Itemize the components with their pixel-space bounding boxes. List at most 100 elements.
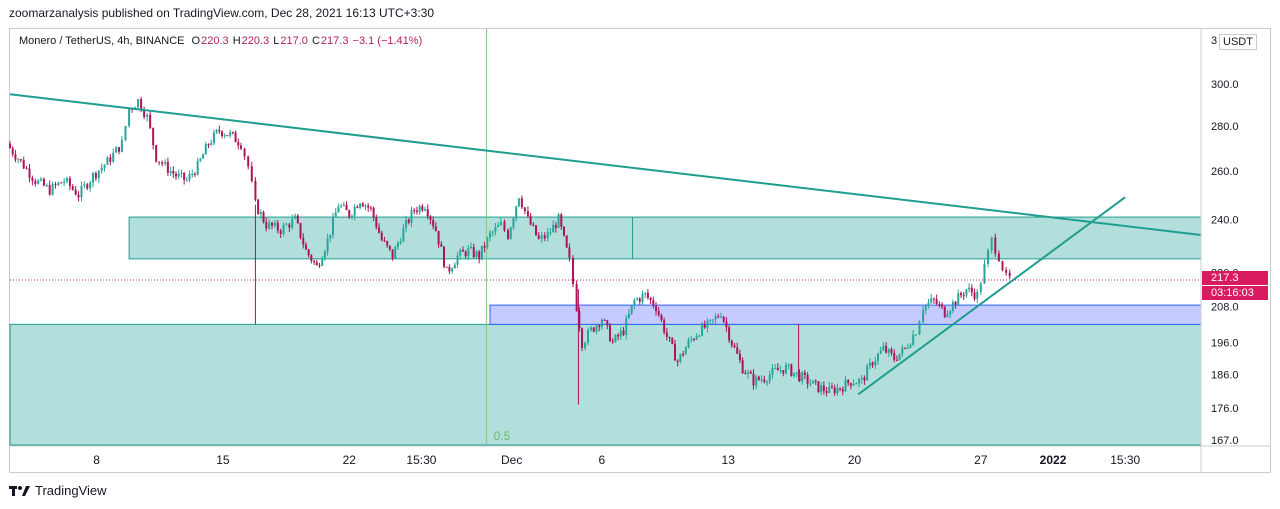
candle-body [448, 267, 451, 272]
candle-body [860, 377, 863, 380]
brand-label: TradingView [35, 483, 107, 498]
candle-body [941, 304, 944, 307]
candle-body [22, 159, 25, 169]
candle-body [80, 185, 83, 198]
candle-body [752, 373, 755, 386]
candle-body [552, 225, 555, 233]
low-value: 217.0 [280, 35, 308, 47]
candle-body [885, 345, 888, 353]
candle-body [587, 330, 590, 343]
candle-body [714, 316, 717, 320]
candle-body [71, 186, 74, 190]
candle-body [470, 247, 473, 249]
candle-body [415, 210, 418, 212]
candle-body [193, 173, 196, 175]
candle-body [348, 210, 351, 218]
publish-caption: zoomarzanalysis published on TradingView… [9, 6, 435, 20]
candle-body [575, 283, 578, 312]
candle-body [565, 235, 568, 248]
candle-body [294, 215, 297, 219]
candle-body [890, 349, 893, 354]
candle-body [852, 383, 855, 386]
candle-body [51, 183, 54, 195]
candle-body [429, 216, 432, 220]
candle-body [906, 347, 909, 349]
candle-body [812, 380, 815, 384]
candle-body [210, 143, 213, 145]
candle-body [562, 226, 565, 236]
candle-body [887, 349, 890, 353]
candle-body [619, 330, 622, 337]
y-tick-label: 167.0 [1211, 435, 1239, 447]
candle-body [557, 214, 560, 228]
candle-body [847, 379, 850, 384]
chart-frame [9, 28, 1271, 473]
candle-body [646, 292, 649, 298]
symbol-legend: Monero / TetherUS, 4h, BINANCE O220.3 H2… [19, 35, 423, 47]
candle-body [817, 381, 820, 393]
candle-body [231, 132, 234, 134]
candle-body [858, 379, 861, 384]
candle-body [25, 168, 28, 170]
candle-body [1001, 261, 1004, 271]
symbol-name: Monero / TetherUS, 4h, BINANCE [19, 35, 185, 47]
candle-body [166, 161, 169, 173]
candle-body [825, 391, 828, 393]
candle-body [426, 209, 429, 217]
candle-body [48, 185, 51, 195]
candle-body [218, 129, 221, 132]
candle-body [307, 249, 310, 256]
candle-body [120, 139, 123, 152]
candle-body [690, 339, 693, 341]
candle-body [836, 388, 839, 394]
candle-body [259, 212, 262, 215]
candle-body [380, 232, 383, 241]
candle-body [784, 365, 787, 374]
candle-body [997, 253, 1000, 262]
candle-body [321, 258, 324, 266]
candle-layer [9, 96, 1011, 405]
candle-body [779, 370, 782, 372]
candle-body [9, 143, 11, 149]
candle-body [254, 180, 257, 200]
candle-body [741, 360, 744, 374]
candle-body [117, 147, 120, 152]
tradingview-brand[interactable]: TradingView [9, 483, 107, 498]
candle-body [679, 354, 682, 362]
y-tick-label: 260.0 [1211, 166, 1239, 178]
candle-body [717, 316, 720, 318]
candle-body [581, 328, 584, 349]
candle-body [932, 298, 935, 300]
candle-body [719, 316, 722, 318]
candle-body [437, 230, 440, 245]
candle-body [226, 135, 229, 137]
descending-trendline [9, 93, 1202, 236]
candle-body [976, 291, 979, 299]
candle-body [833, 387, 836, 394]
candle-body [268, 222, 271, 229]
candle-body [100, 167, 103, 171]
candle-body [904, 347, 907, 349]
candle-body [549, 232, 552, 234]
candle-body [467, 247, 470, 257]
candle-body [671, 337, 674, 344]
candle-body [535, 225, 538, 236]
candle-body [684, 347, 687, 355]
candle-body [304, 244, 307, 250]
candle-body [180, 172, 183, 174]
candle-body [828, 386, 831, 393]
candle-body [757, 376, 760, 380]
candle-body [617, 335, 620, 337]
currency-button[interactable]: USDT [1219, 34, 1257, 50]
candle-body [749, 371, 752, 374]
candle-body [901, 347, 904, 354]
open-value: 220.3 [201, 35, 229, 47]
candle-body [526, 211, 529, 216]
candle-body [512, 218, 515, 228]
candle-body [445, 266, 448, 268]
fib-label: 0.5 [494, 429, 511, 443]
candle-body [638, 298, 641, 302]
y-tick-label: 280.0 [1211, 121, 1239, 133]
candle-body [410, 210, 413, 223]
